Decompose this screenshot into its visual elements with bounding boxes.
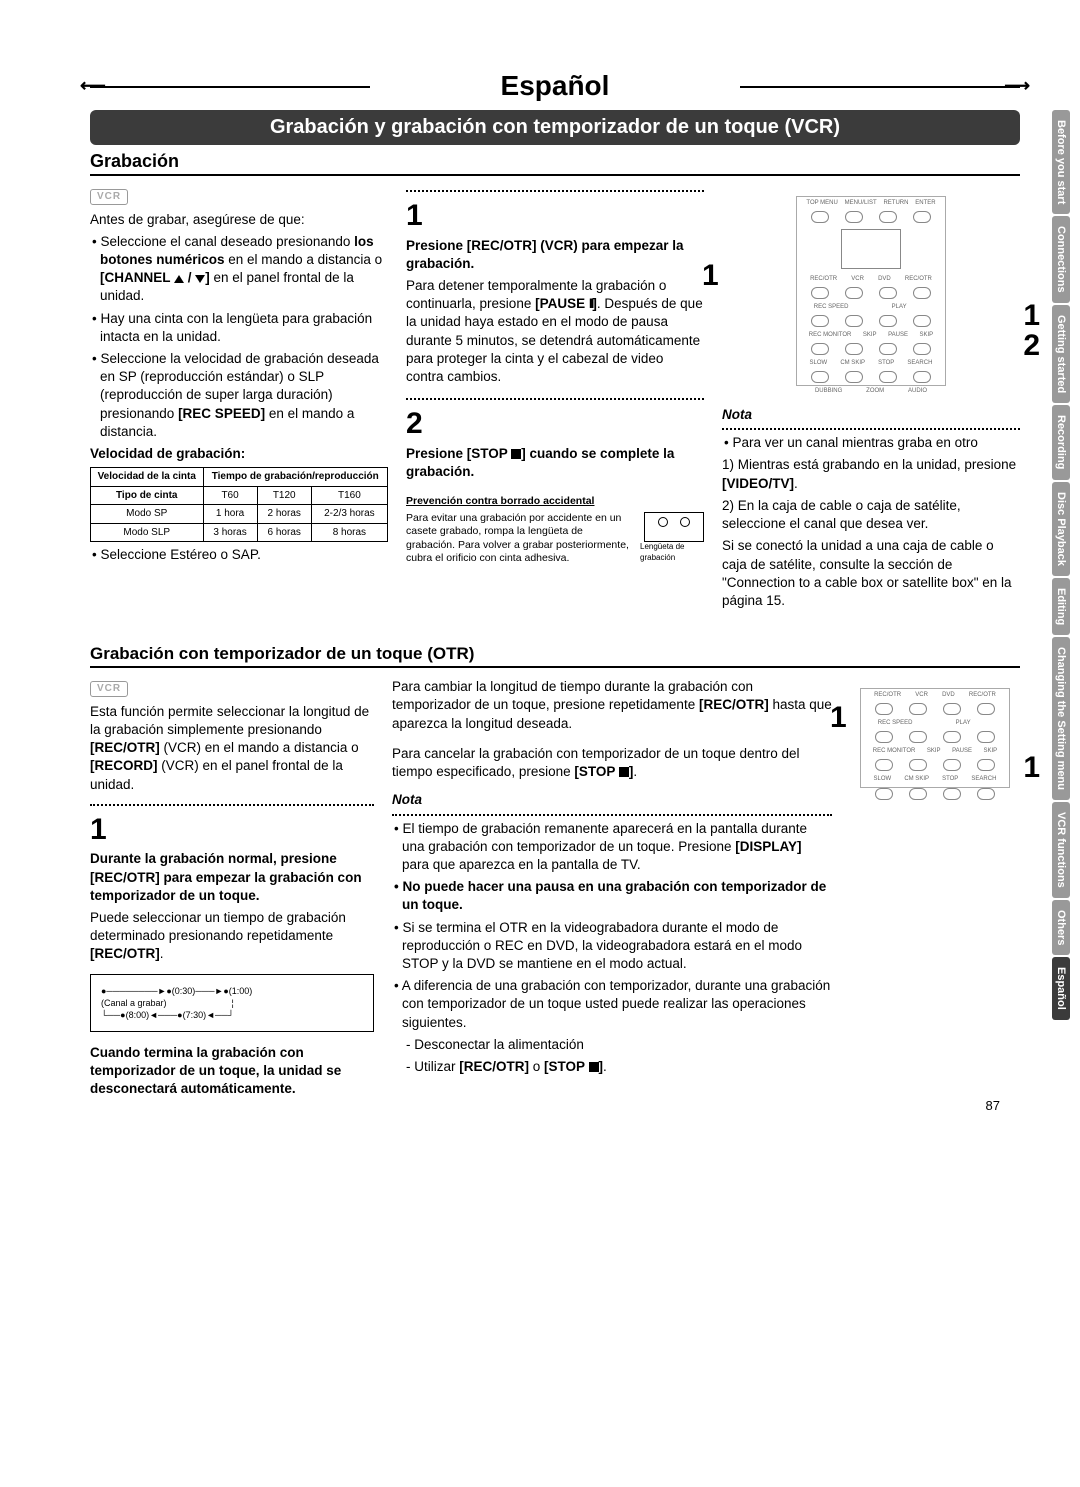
stereo-bullet: • Seleccione Estéreo o SAP. — [90, 546, 388, 564]
intro-text: Antes de grabar, asegúrese de que: — [90, 211, 388, 229]
nota-heading: Nota — [722, 406, 1020, 424]
otr-step1-body: Puede seleccionar un tiempo de grabación… — [90, 909, 374, 964]
language-banner: ⟵ Español ⟶ — [90, 70, 1020, 102]
vcr-badge: VCR — [90, 189, 128, 205]
otr-nota4a: - Desconectar la alimentación — [392, 1036, 832, 1054]
otr-step1: Durante la grabación normal, presione [R… — [90, 850, 374, 905]
step2-title: Presione [STOP ] cuando se complete la g… — [406, 445, 704, 481]
bullet-2: • Hay una cinta con la lengüeta para gra… — [90, 310, 388, 346]
stop-icon — [511, 449, 521, 459]
bullet-1: • Seleccione el canal deseado presionand… — [90, 233, 388, 306]
otr-intro: Esta función permite seleccionar la long… — [90, 703, 374, 794]
nota-b3: Si se conectó la unidad a una caja de ca… — [722, 537, 1020, 610]
page-title-bar: Grabación y grabación con temporizador d… — [90, 110, 1020, 145]
triangle-down-icon — [195, 275, 205, 283]
otr-col3: 1 1 REC/OTRVCRDVDREC/OTR REC SPEEDPLAY R… — [850, 678, 1020, 1102]
otr-step1-num: 1 — [90, 810, 374, 851]
tab-settings: Changing the Setting menu — [1052, 637, 1070, 800]
tab-before: Before you start — [1052, 110, 1070, 214]
subheading-otr: Grabación con temporizador de un toque (… — [90, 644, 1020, 668]
otr-callout-1l: 1 — [830, 698, 847, 739]
arrow-left-icon: ⟵ — [80, 76, 106, 97]
step-2-number: 2 — [406, 404, 704, 445]
otr-nota4: • A diferencia de una grabación con temp… — [392, 977, 832, 1032]
otr-callout-1r: 1 — [1023, 748, 1040, 789]
stop-icon-3 — [589, 1062, 599, 1072]
arrow-right-icon: ⟶ — [1004, 76, 1030, 97]
column-1: VCR Antes de grabar, asegúrese de que: •… — [90, 186, 388, 614]
otr-nota1: • El tiempo de grabación remanente apare… — [392, 820, 832, 875]
otr-change: Para cambiar la longitud de tiempo duran… — [392, 678, 832, 733]
prevention-body: Para evitar una grabación por accidente … — [406, 512, 634, 565]
bullet-3: • Seleccione la velocidad de grabación d… — [90, 350, 388, 441]
otr-nota3: • Si se termina el OTR en la videograbad… — [392, 919, 832, 974]
speed-table: Velocidad de la cintaTiempo de grabación… — [90, 467, 388, 542]
tab-editing: Editing — [1052, 578, 1070, 635]
column-3: 1 1 2 TOP MENUMENU/LISTRETURNENTER REC/O… — [722, 186, 1020, 614]
triangle-up-icon — [174, 275, 184, 283]
otr-col2: Para cambiar la longitud de tiempo duran… — [392, 678, 832, 1102]
tab-connections: Connections — [1052, 216, 1070, 303]
step1-title: Presione [REC/OTR] (VCR) para empezar la… — [406, 237, 704, 273]
language-text: Español — [501, 70, 610, 101]
column-2: 1 Presione [REC/OTR] (VCR) para empezar … — [406, 186, 704, 614]
timer-diagram: ●────────►●(0:30)───►●(1:00) (Canal a gr… — [90, 974, 374, 1032]
step-1-number: 1 — [406, 196, 704, 237]
tab-disc: Disc Playback — [1052, 482, 1070, 576]
tab-getting: Getting started — [1052, 305, 1070, 403]
otr-nota2: • No puede hacer una pausa en una grabac… — [392, 878, 832, 914]
remote-illustration: TOP MENUMENU/LISTRETURNENTER REC/OTRVCRD… — [796, 196, 946, 386]
nota-b1: • Para ver un canal mientras graba en ot… — [722, 434, 1020, 452]
otr-col1: VCR Esta función permite seleccionar la … — [90, 678, 374, 1102]
prevention-title: Prevención contra borrado accidental — [406, 495, 704, 508]
tab-others: Others — [1052, 900, 1070, 955]
tab-espanol: Español — [1052, 957, 1070, 1020]
nota-heading-2: Nota — [392, 791, 832, 809]
remote-illustration-2: REC/OTRVCRDVDREC/OTR REC SPEEDPLAY REC M… — [860, 688, 1010, 788]
tape-caption: Lengüeta de grabación — [640, 542, 704, 564]
otr-cancel: Para cancelar la grabación con temporiza… — [392, 745, 832, 781]
step1-body: Para detener temporalmente la grabación … — [406, 277, 704, 386]
tab-vcr: VCR functions — [1052, 802, 1070, 898]
otr-end: Cuando termina la grabación con temporiz… — [90, 1044, 374, 1099]
nota-b1a: 1) Mientras está grabando en la unidad, … — [722, 456, 1020, 492]
page-number: 87 — [986, 1098, 1000, 1113]
vcr-badge-2: VCR — [90, 681, 128, 697]
side-tabs: Before you start Connections Getting sta… — [1052, 110, 1070, 1022]
callout-1: 1 — [702, 256, 719, 297]
speed-title: Velocidad de grabación: — [90, 445, 388, 463]
tab-recording: Recording — [1052, 405, 1070, 479]
stop-icon-2 — [619, 767, 629, 777]
callout-2r: 2 — [1023, 326, 1040, 367]
tape-icon — [644, 512, 704, 542]
nota-b2: 2) En la caja de cable o caja de satélit… — [722, 497, 1020, 533]
otr-nota4b: - Utilizar [REC/OTR] o [STOP ]. — [392, 1058, 832, 1076]
subheading-grabacion: Grabación — [90, 151, 1020, 176]
